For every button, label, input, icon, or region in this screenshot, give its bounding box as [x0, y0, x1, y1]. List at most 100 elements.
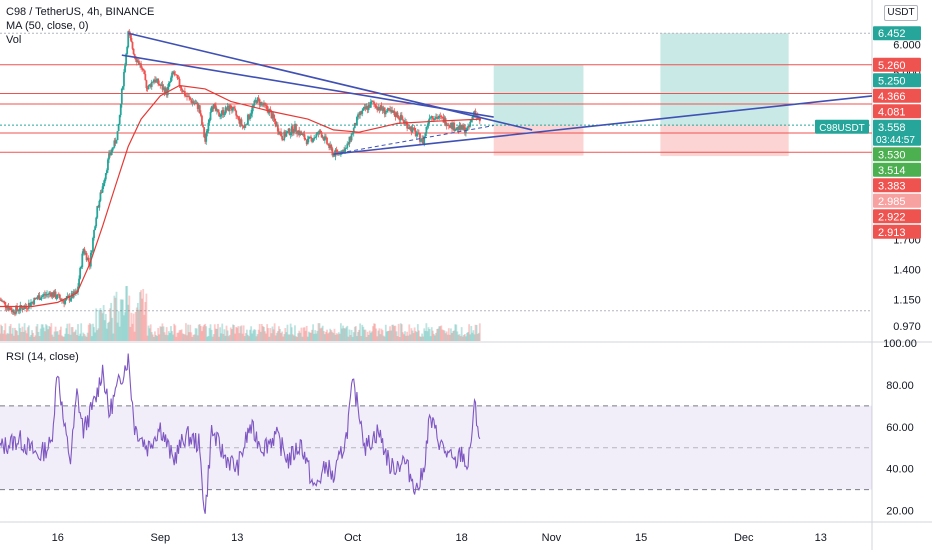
- horizontal-levels[interactable]: [0, 32, 872, 312]
- candle-body: [46, 294, 48, 295]
- volume-bar: [144, 302, 147, 341]
- candle-body: [123, 72, 125, 87]
- volume-bar: [65, 328, 68, 341]
- volume-bar: [300, 327, 303, 341]
- volume-bar: [4, 323, 7, 341]
- candle-body: [99, 192, 102, 201]
- candle-body: [69, 298, 72, 301]
- volume-bar: [418, 330, 420, 341]
- volume-bar: [249, 329, 251, 341]
- candle-body: [263, 102, 265, 106]
- candle-body: [230, 108, 233, 111]
- symbol-title[interactable]: C98 / TetherUS, 4h, BINANCE: [6, 6, 155, 18]
- candle-body: [328, 144, 331, 149]
- volume-bar: [244, 333, 247, 341]
- volume-bar: [24, 330, 27, 341]
- candle-body: [344, 148, 347, 154]
- volume-bar: [240, 325, 243, 341]
- volume-bar: [472, 330, 475, 341]
- volume-bar: [223, 329, 226, 341]
- volume-bar: [73, 331, 76, 341]
- volume-bar: [403, 334, 405, 341]
- candle-body: [29, 302, 31, 306]
- candle-body: [229, 105, 232, 109]
- position-tools[interactable]: [493, 33, 789, 157]
- candle-body: [192, 101, 195, 104]
- volume-bar: [186, 335, 188, 341]
- candle-body: [317, 132, 320, 135]
- candle-body: [429, 117, 432, 119]
- price-label-box: [873, 57, 921, 72]
- volume-bar: [412, 333, 415, 341]
- volume-bar: [232, 324, 234, 341]
- volume-bar: [238, 333, 241, 341]
- volume-bar: [301, 336, 304, 341]
- volume-bar: [288, 334, 291, 341]
- candle-body: [359, 111, 362, 116]
- volume-bar: [177, 332, 180, 341]
- candle-body: [422, 138, 425, 144]
- volume-bar: [35, 326, 38, 341]
- candle-body: [281, 136, 284, 140]
- volume-bar: [194, 328, 197, 341]
- volume-bar: [61, 335, 63, 341]
- volume-bar: [306, 336, 309, 341]
- candle-body: [367, 104, 370, 110]
- volume-bar: [148, 328, 151, 341]
- volume-bar: [134, 311, 137, 341]
- candle-body: [255, 100, 258, 103]
- candle-body: [187, 96, 189, 98]
- volume-bar: [338, 333, 341, 341]
- volume-bar: [18, 323, 21, 341]
- candle-body: [279, 131, 281, 135]
- volume-bar: [158, 334, 161, 341]
- volume-bar: [147, 325, 150, 341]
- candle-body: [132, 48, 135, 55]
- candle-body: [140, 63, 142, 68]
- volume-bar: [252, 330, 255, 341]
- candle-body: [67, 296, 70, 297]
- volume-bar: [307, 331, 310, 341]
- candle-body: [138, 60, 140, 65]
- candle-body: [45, 294, 47, 296]
- rsi-indicator-label[interactable]: RSI (14, close): [6, 351, 79, 363]
- volume-bar: [43, 331, 46, 341]
- volume-bar: [41, 324, 44, 341]
- volume-bar: [131, 323, 134, 341]
- candle-body: [49, 292, 52, 294]
- volume-bar: [94, 332, 97, 341]
- volume-bar: [135, 307, 138, 341]
- volume-bar: [175, 336, 178, 341]
- currency-badge[interactable]: USDT: [884, 5, 918, 21]
- candle-body: [68, 296, 71, 301]
- candle-body: [207, 122, 210, 131]
- rsi-axis[interactable]: 20.00 40.00 60.00 80.00 100.00: [883, 338, 917, 518]
- candle-body: [118, 115, 121, 124]
- candle-body: [196, 102, 199, 109]
- candle-body: [365, 106, 368, 109]
- volume-bar: [374, 323, 376, 341]
- volume-bar: [187, 324, 189, 341]
- candle-body: [247, 114, 249, 125]
- candle-body: [238, 117, 241, 124]
- time-tick-label: Oct: [344, 532, 361, 544]
- candle-body: [189, 97, 192, 100]
- volume-bar: [74, 329, 77, 341]
- candle-body: [32, 301, 35, 305]
- volume-bar: [236, 327, 239, 341]
- volume-bar: [205, 326, 208, 341]
- ma-indicator-label[interactable]: MA (50, close, 0): [6, 20, 89, 32]
- volume-indicator-label[interactable]: Vol: [6, 34, 22, 46]
- volume-bar: [437, 328, 440, 341]
- volume-bar: [38, 336, 41, 341]
- time-axis[interactable]: 16 Sep 13 Oct 18 Nov 15 Dec 13: [52, 532, 827, 544]
- candle-body: [220, 114, 223, 117]
- trendlines[interactable]: [121, 32, 873, 155]
- candle-body: [190, 99, 193, 103]
- candle-body: [267, 109, 270, 114]
- volume-bar: [378, 328, 381, 341]
- candle-body: [39, 298, 42, 300]
- candle-body: [260, 102, 263, 104]
